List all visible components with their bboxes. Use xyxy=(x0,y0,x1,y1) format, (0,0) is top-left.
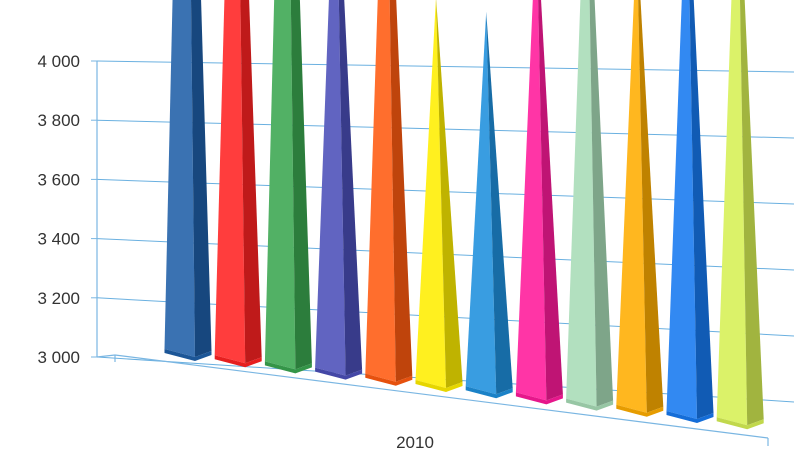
pyramid-left-face xyxy=(264,0,296,370)
axes xyxy=(91,60,769,446)
pyramid-base xyxy=(164,349,212,361)
pyramid-right-face xyxy=(389,0,413,382)
pyramid-base xyxy=(716,417,764,430)
pyramid-base xyxy=(566,398,614,411)
pyramid-left-face xyxy=(315,0,346,376)
pyramid-right-face xyxy=(240,0,262,364)
floor-edge xyxy=(96,354,116,358)
pyramid-left-face xyxy=(365,0,396,382)
x-category-label: 2010 xyxy=(396,433,434,452)
bars xyxy=(164,0,764,430)
pyramid-left-face xyxy=(214,0,246,364)
gridline xyxy=(96,60,794,73)
pyramid-base xyxy=(264,361,312,374)
pyramid-base xyxy=(214,355,262,368)
pyramid-right-face xyxy=(486,11,513,395)
pyramid-base xyxy=(515,392,563,405)
x-axis-line xyxy=(114,354,769,439)
pyramid-base xyxy=(365,373,413,386)
pyramid-right-face xyxy=(538,0,563,401)
y-tick-label: 3 800 xyxy=(37,111,80,130)
pyramid-right-face xyxy=(191,0,212,357)
pyramid-base xyxy=(616,404,664,417)
pyramid-right-face xyxy=(589,0,614,407)
pyramid-left-face xyxy=(666,0,697,419)
y-tick-labels: 3 000 3 200 3 400 3 600 3 800 4 000 xyxy=(37,52,80,367)
pyramid-right-face xyxy=(290,0,312,370)
pyramid-left-face xyxy=(465,11,497,395)
pyramid-left-face xyxy=(515,0,547,401)
pyramid-right-face xyxy=(436,0,463,388)
pyramid-right-face xyxy=(638,0,664,413)
pyramid-left-face xyxy=(164,0,195,357)
y-tick-label: 3 200 xyxy=(37,289,80,308)
y-tick-label: 4 000 xyxy=(37,52,80,71)
pyramid-right-face xyxy=(338,0,363,376)
pyramid-base xyxy=(415,380,463,392)
pyramid-left-face xyxy=(415,0,446,388)
pyramid-right-face xyxy=(739,0,764,426)
y-tick-label: 3 600 xyxy=(37,170,80,189)
pyramid-left-face xyxy=(716,0,748,426)
pyramid-right-face xyxy=(689,0,714,419)
pyramid-base xyxy=(465,386,513,399)
y-tick-label: 3 400 xyxy=(37,230,80,249)
pyramid-base xyxy=(666,411,714,423)
y-tick-label: 3 000 xyxy=(37,348,80,367)
pyramid-base xyxy=(315,367,363,380)
pyramid-left-face xyxy=(566,0,597,407)
pyramid-left-face xyxy=(616,0,647,413)
